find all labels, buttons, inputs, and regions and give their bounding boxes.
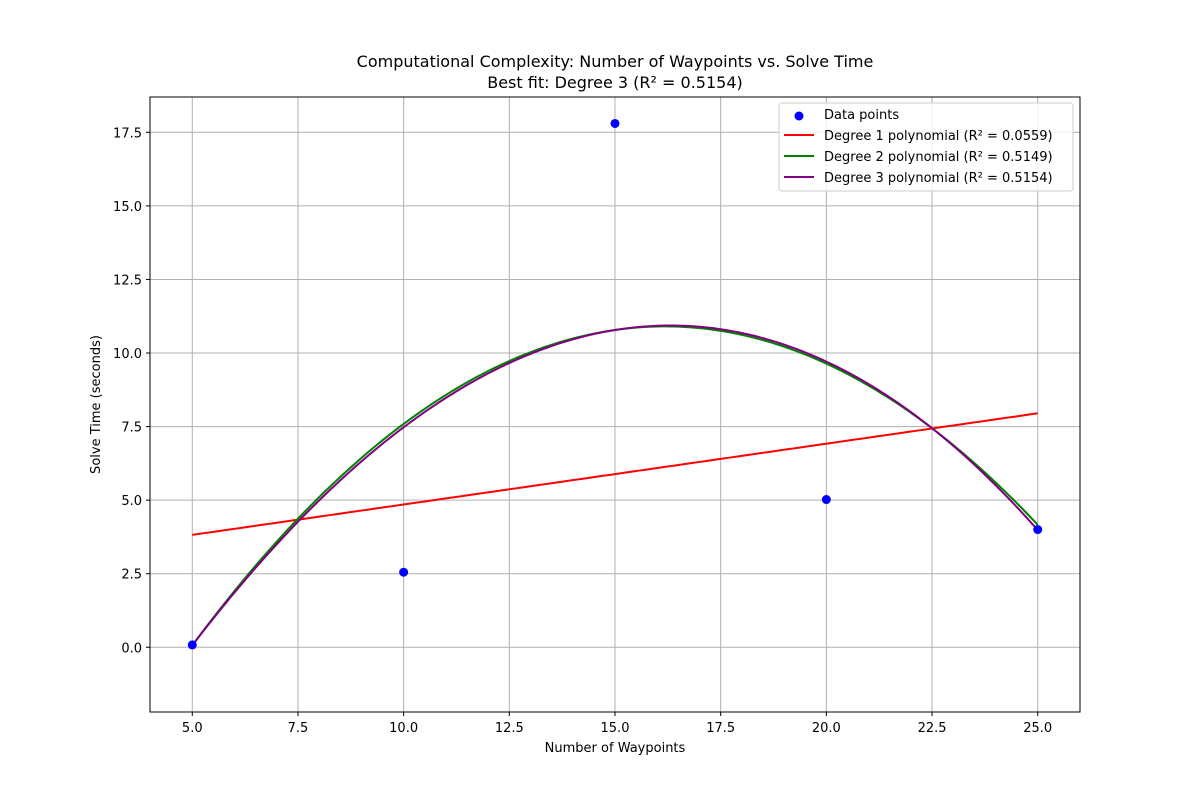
fit-line-degree-1 bbox=[192, 412, 1038, 536]
y-tick-label: 12.5 bbox=[113, 273, 142, 288]
legend-frame bbox=[778, 102, 1074, 192]
y-tick-label: 10.0 bbox=[113, 347, 142, 362]
y-tick-label: 7.5 bbox=[121, 421, 142, 436]
chart-subtitle: Best fit: Degree 3 (R² = 0.5154) bbox=[487, 73, 743, 92]
x-tick-label: 10.0 bbox=[389, 721, 418, 736]
legend-label: Degree 1 polynomial (R² = 0.0559) bbox=[824, 129, 1053, 144]
legend: Data points Degree 1 polynomial (R² = 0.0… bbox=[778, 102, 1074, 192]
x-tick-label: 12.5 bbox=[495, 721, 524, 736]
x-tick-label: 17.5 bbox=[706, 721, 735, 736]
y-tick-label: 0.0 bbox=[121, 641, 142, 656]
y-tick-label: 15.0 bbox=[113, 200, 142, 215]
y-tick-label: 17.5 bbox=[113, 126, 142, 141]
data-point bbox=[187, 640, 197, 650]
data-point bbox=[821, 495, 831, 505]
chart-title: Computational Complexity: Number of Wayp… bbox=[357, 52, 874, 71]
data-point bbox=[399, 567, 409, 577]
x-tick-label: 20.0 bbox=[812, 721, 841, 736]
data-points bbox=[187, 118, 1043, 650]
x-axis-label: Number of Waypoints bbox=[545, 741, 686, 756]
x-tick-label: 22.5 bbox=[918, 721, 947, 736]
plot-area-frame bbox=[149, 96, 1081, 713]
fit-line-degree-3 bbox=[191, 324, 1039, 646]
y-axis-label: Solve Time (seconds) bbox=[89, 335, 104, 474]
y-tick-label: 5.0 bbox=[121, 494, 142, 509]
legend-marker-data-points bbox=[794, 111, 804, 121]
legend-label: Degree 2 polynomial (R² = 0.5149) bbox=[824, 150, 1053, 165]
x-tick-label: 5.0 bbox=[182, 721, 203, 736]
legend-label: Degree 3 polynomial (R² = 0.5154) bbox=[824, 171, 1053, 186]
x-tick-label: 7.5 bbox=[288, 721, 309, 736]
fit-curves bbox=[191, 324, 1039, 647]
x-axis-ticks: 5.0 7.5 10.0 12.5 15.0 17.5 20.0 22.5 25.0 bbox=[182, 712, 1052, 736]
x-tick-label: 25.0 bbox=[1023, 721, 1052, 736]
x-tick-label: 15.0 bbox=[601, 721, 630, 736]
data-point bbox=[610, 118, 620, 128]
y-axis-ticks: 0.0 2.5 5.0 7.5 10.0 12.5 15.0 17.5 bbox=[113, 126, 150, 656]
y-tick-label: 2.5 bbox=[121, 568, 142, 583]
data-point bbox=[1033, 525, 1043, 535]
grid bbox=[150, 97, 1080, 712]
legend-label: Data points bbox=[824, 108, 899, 123]
